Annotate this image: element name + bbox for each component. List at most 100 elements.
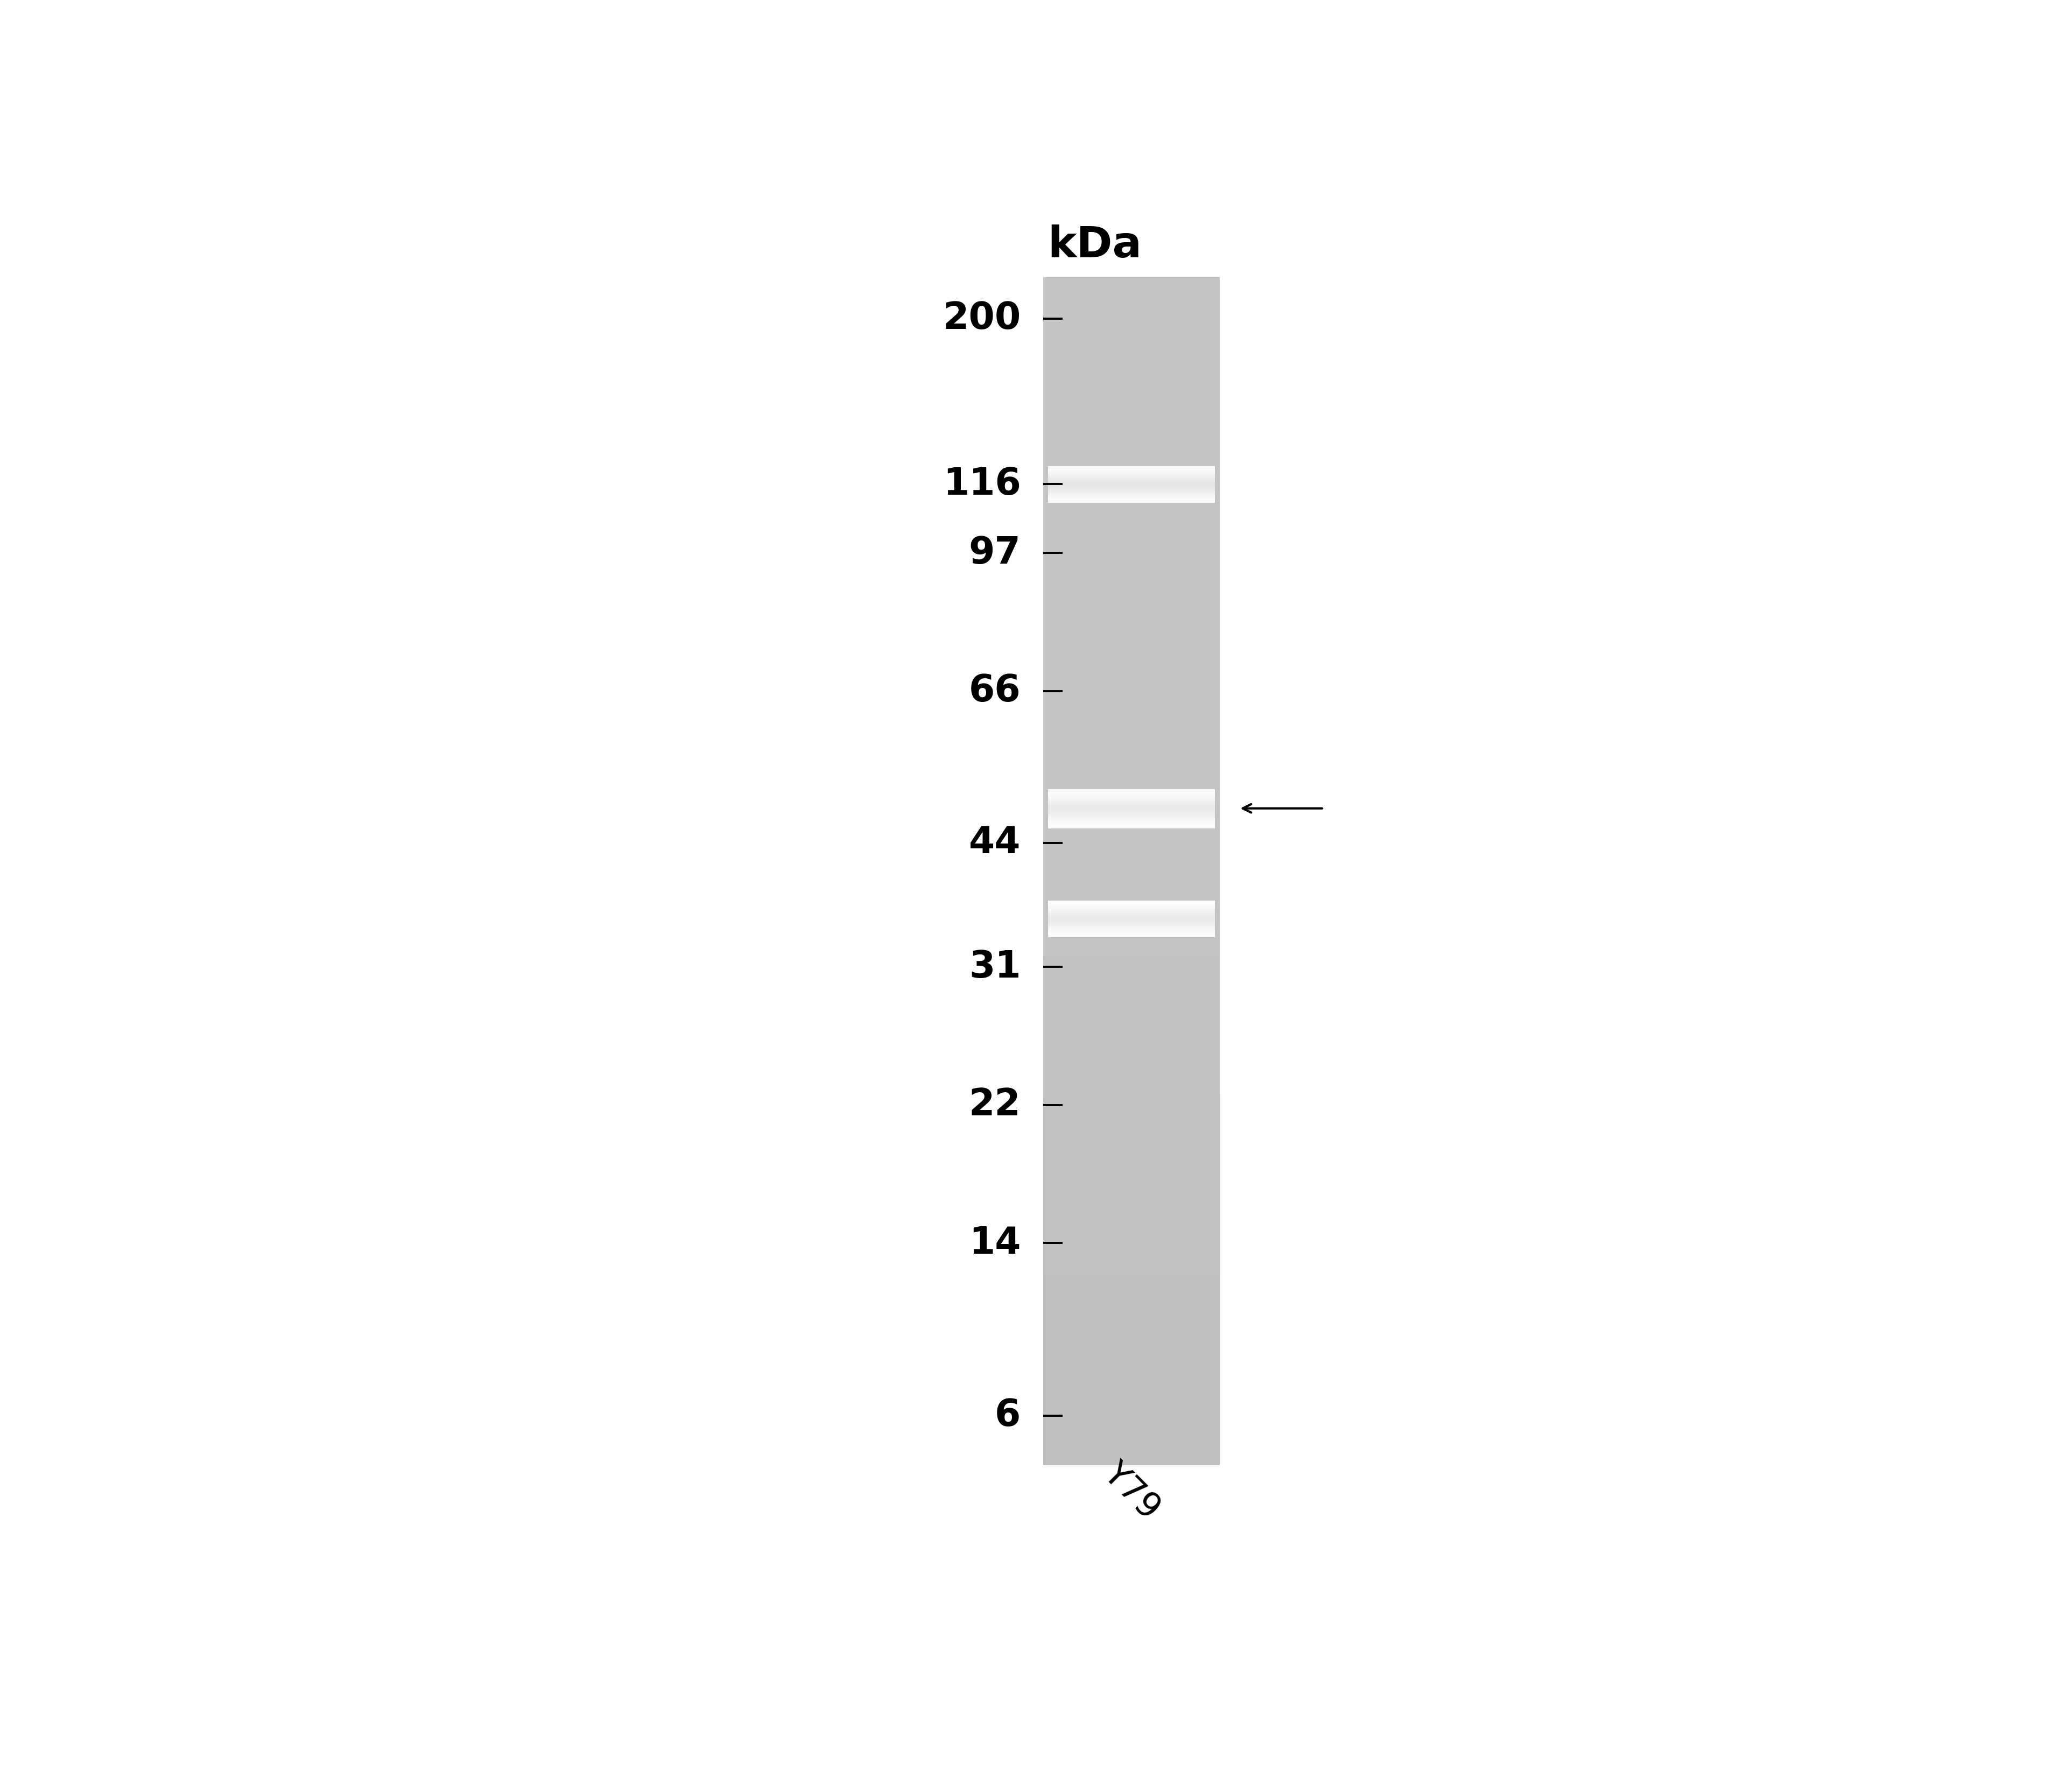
Bar: [1044, 357, 1220, 362]
Bar: [1044, 353, 1220, 358]
Text: kDa: kDa: [1048, 224, 1141, 267]
Bar: [1044, 1222, 1220, 1228]
Bar: [1044, 835, 1220, 840]
Bar: [1044, 1104, 1220, 1109]
Bar: [1044, 1380, 1220, 1385]
Bar: [1044, 1088, 1220, 1093]
Bar: [1044, 882, 1220, 887]
Bar: [1044, 1421, 1220, 1426]
Bar: [1044, 1349, 1220, 1355]
Bar: [1044, 1025, 1220, 1030]
Bar: [1044, 894, 1220, 900]
Bar: [1044, 360, 1220, 366]
Bar: [1044, 448, 1220, 453]
Text: 14: 14: [969, 1226, 1021, 1262]
Bar: [1044, 491, 1220, 496]
Bar: [1044, 799, 1220, 805]
Bar: [1044, 333, 1220, 339]
Bar: [1044, 839, 1220, 844]
Bar: [1044, 1179, 1220, 1185]
Bar: [1044, 1301, 1220, 1306]
Bar: [1044, 1333, 1220, 1339]
Bar: [1044, 728, 1220, 733]
Bar: [1044, 740, 1220, 745]
Bar: [1044, 373, 1220, 378]
Bar: [1044, 874, 1220, 880]
Bar: [1044, 573, 1220, 579]
Bar: [1044, 1061, 1220, 1066]
Bar: [1044, 317, 1220, 323]
Bar: [1044, 1353, 1220, 1358]
Bar: [1044, 937, 1220, 943]
Bar: [1044, 1176, 1220, 1181]
Bar: [1044, 918, 1220, 923]
Bar: [1044, 926, 1220, 932]
Bar: [1044, 1202, 1220, 1208]
Bar: [1044, 538, 1220, 543]
Bar: [1044, 1111, 1220, 1116]
Bar: [1044, 1140, 1220, 1145]
Bar: [1044, 1376, 1220, 1382]
Text: 22: 22: [969, 1088, 1021, 1124]
Bar: [1044, 701, 1220, 706]
Bar: [1044, 901, 1220, 907]
Bar: [1044, 478, 1220, 484]
Bar: [1044, 704, 1220, 710]
Bar: [1044, 1235, 1220, 1240]
Bar: [1044, 495, 1220, 500]
Bar: [1044, 487, 1220, 493]
Bar: [1044, 1416, 1220, 1421]
Bar: [1044, 993, 1220, 998]
Bar: [1044, 1041, 1220, 1047]
Bar: [1044, 625, 1220, 631]
Bar: [1044, 1150, 1220, 1156]
Bar: [1044, 642, 1220, 647]
Bar: [1044, 1326, 1220, 1331]
Bar: [1044, 1357, 1220, 1362]
Bar: [1044, 527, 1220, 532]
Bar: [1044, 1226, 1220, 1231]
Bar: [1044, 518, 1220, 523]
Bar: [1044, 344, 1220, 349]
Bar: [1044, 898, 1220, 903]
Bar: [1044, 661, 1220, 667]
Text: 6: 6: [994, 1398, 1021, 1434]
Bar: [1044, 1084, 1220, 1090]
Bar: [1044, 1186, 1220, 1192]
Bar: [1044, 1262, 1220, 1267]
Bar: [1044, 550, 1220, 556]
Bar: [1044, 638, 1220, 642]
Bar: [1044, 1131, 1220, 1136]
Bar: [1044, 645, 1220, 650]
Bar: [1044, 1432, 1220, 1437]
Bar: [1044, 597, 1220, 602]
Bar: [1044, 665, 1220, 670]
Bar: [1044, 609, 1220, 615]
Bar: [1044, 278, 1220, 283]
Bar: [1044, 1206, 1220, 1211]
Bar: [1044, 823, 1220, 828]
Text: 31: 31: [969, 950, 1021, 986]
Bar: [1044, 731, 1220, 737]
Bar: [1044, 629, 1220, 634]
Bar: [1044, 1297, 1220, 1303]
Bar: [1044, 1068, 1220, 1073]
Bar: [1044, 989, 1220, 995]
Bar: [1044, 1373, 1220, 1378]
Bar: [1044, 1211, 1220, 1217]
Bar: [1044, 586, 1220, 591]
Bar: [1044, 314, 1220, 317]
Bar: [1044, 340, 1220, 346]
Bar: [1044, 1163, 1220, 1168]
Bar: [1044, 1448, 1220, 1453]
Bar: [1044, 1281, 1220, 1287]
Bar: [1044, 1435, 1220, 1441]
Bar: [1044, 502, 1220, 507]
Bar: [1044, 763, 1220, 769]
Bar: [1044, 1172, 1220, 1176]
Bar: [1044, 1389, 1220, 1394]
Bar: [1044, 720, 1220, 726]
Bar: [1044, 498, 1220, 504]
Bar: [1044, 792, 1220, 797]
Bar: [1044, 756, 1220, 762]
